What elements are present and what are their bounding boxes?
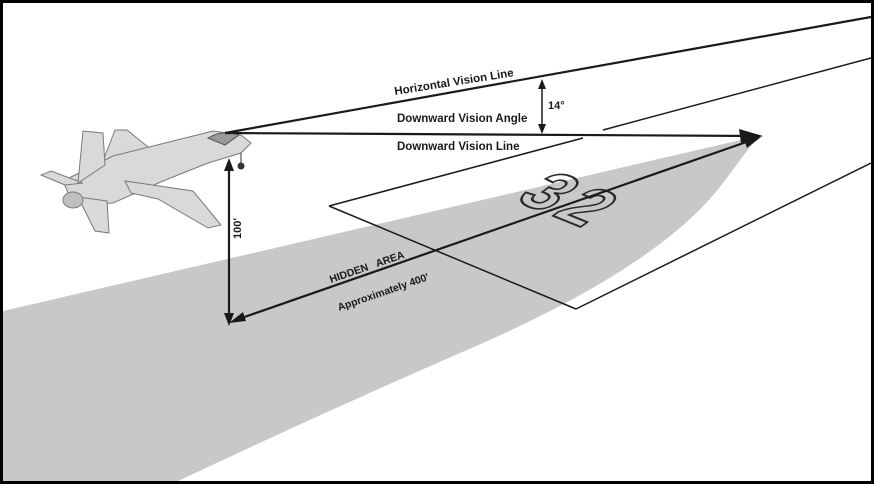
height-label: 100'	[232, 218, 244, 239]
height-arrow-down	[224, 313, 234, 326]
angle-value-label: 14°	[548, 100, 565, 112]
angle-arrow-down	[538, 124, 546, 134]
runway-outline	[328, 57, 871, 310]
aircraft-silhouette	[39, 129, 252, 234]
height-arrow-up	[224, 158, 234, 171]
distance-line	[232, 137, 756, 323]
angle-arrow-up	[538, 79, 546, 89]
downward-vision-line	[224, 131, 759, 138]
downward-vision-angle-label: Downward Vision Angle	[397, 113, 527, 125]
hidden-area-shadow	[3, 136, 758, 481]
distance-arrow-start	[229, 312, 246, 323]
vision-lines	[224, 15, 871, 138]
diagram-canvas: 32 Horizontal Vision	[3, 15, 871, 481]
downward-vision-line-label: Downward Vision Line	[397, 141, 519, 153]
horizontal-vision-line-label: Horizontal Vision Line	[394, 67, 515, 98]
distance-arrow-end	[744, 137, 761, 148]
horizontal-vision-line	[224, 15, 871, 135]
